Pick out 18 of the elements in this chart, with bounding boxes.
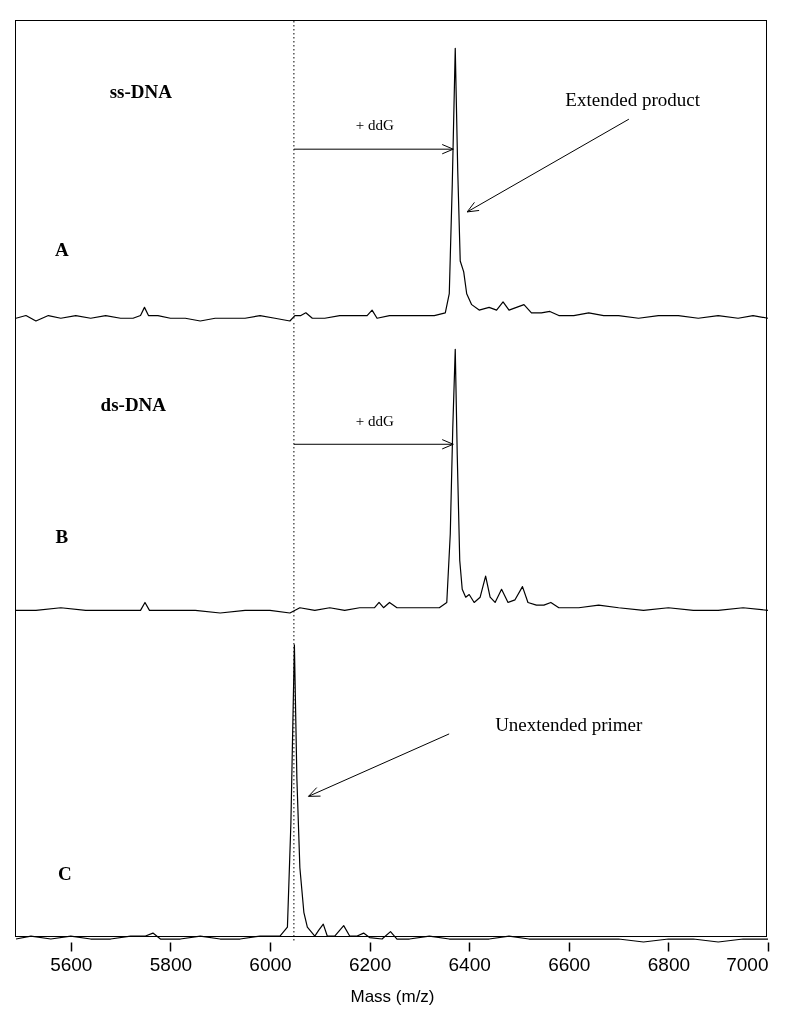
annotation: C [58,862,72,884]
annotation: B [55,525,69,547]
annotation: ds-DNA [100,393,167,415]
x-tick-label: 5800 [149,953,193,975]
x-tick-label: 6200 [348,953,392,975]
x-tick-label: 7000 [726,953,769,975]
x-tick-label: 6800 [647,953,691,975]
annotation: + ddG [355,412,394,429]
annotation: Unextended primer [495,713,643,735]
annotation: + ddG [355,116,394,133]
x-axis-title: Mass (m/z) [350,986,435,1006]
annotation: A [55,239,69,261]
annotation: Extended product [565,89,701,111]
annotation: ss-DNA [109,80,173,102]
x-tick-label: 5600 [50,953,93,975]
x-tick-label: 6000 [249,953,292,975]
x-tick-label: 6600 [548,953,591,975]
x-tick-label: 6400 [448,953,491,975]
